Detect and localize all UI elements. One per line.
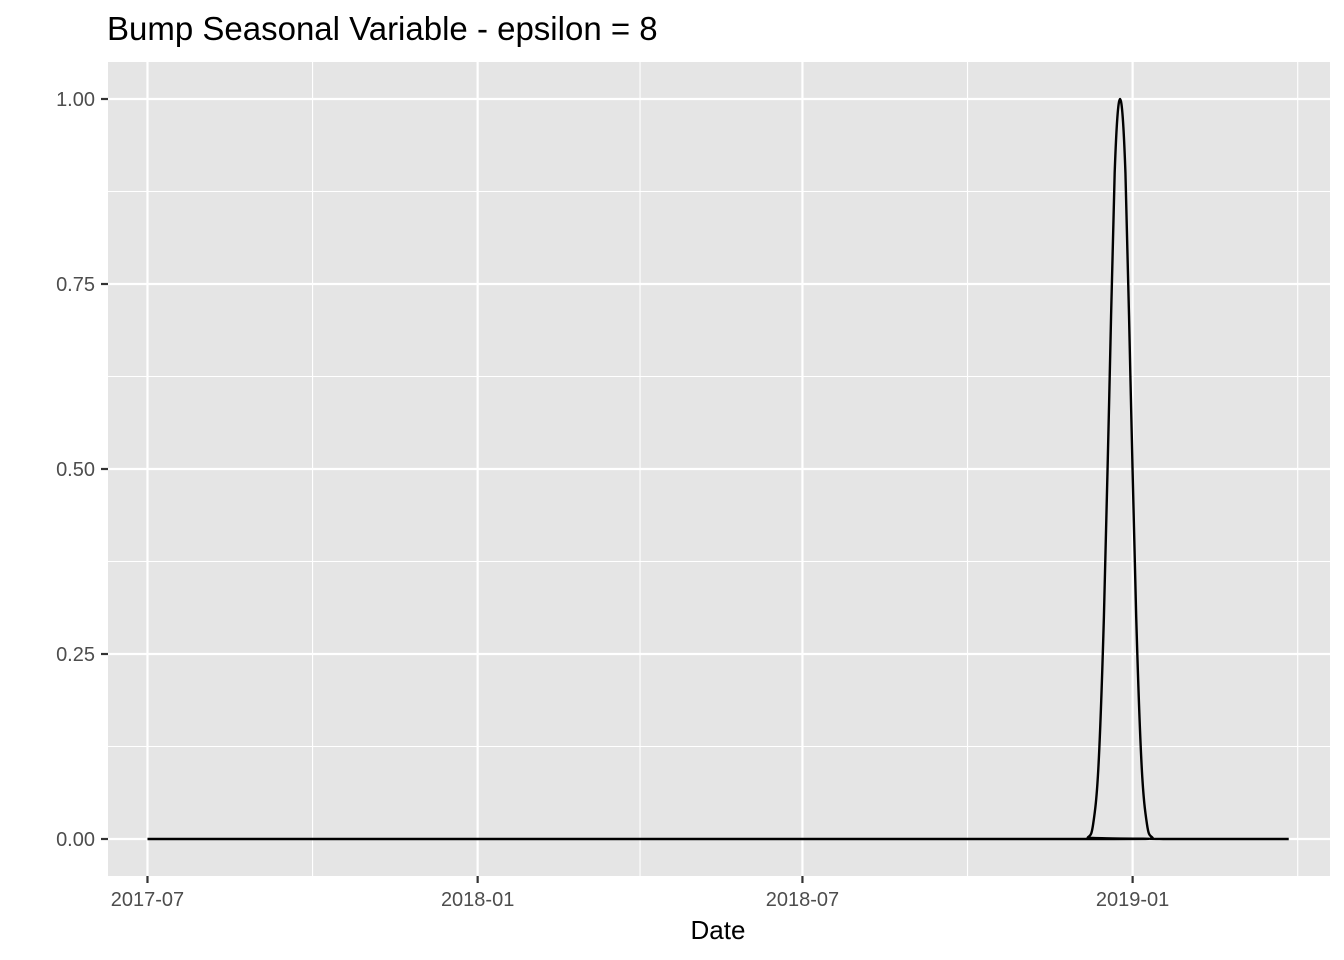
- x-axis-title: Date: [691, 915, 746, 945]
- y-tick-label: 0.25: [56, 644, 95, 666]
- x-tick-label: 2019-01: [1096, 889, 1169, 911]
- x-tick-label: 2018-07: [766, 889, 839, 911]
- chart-title: Bump Seasonal Variable - epsilon = 8: [107, 10, 658, 47]
- x-tick-label: 2018-01: [441, 889, 514, 911]
- y-tick-label: 0.75: [56, 274, 95, 296]
- x-tick-label: 2017-07: [111, 889, 184, 911]
- y-tick-label: 0.00: [56, 829, 95, 851]
- y-tick-label: 1.00: [56, 89, 95, 111]
- tick-labels: 2017-07 2018-01 2018-07 2019-01 0.00 0.25 0.50…: [56, 89, 1169, 911]
- series-line: [147, 97, 1289, 841]
- major-gridlines: [108, 62, 1330, 876]
- axis-ticks: [101, 97, 1134, 883]
- y-tick-label: 0.50: [56, 459, 95, 481]
